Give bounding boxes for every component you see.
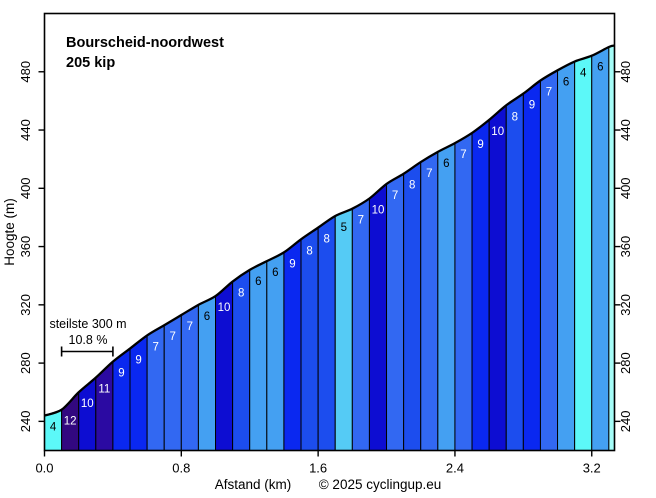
segment-gradient-label: 9 (477, 139, 483, 151)
gradient-bar (505, 92, 524, 451)
x-tick-label: 0.0 (35, 461, 53, 476)
segment-gradient-label: 9 (135, 355, 141, 367)
chart-subtitle: 205 kip (66, 55, 115, 71)
y-tick-label-right: 400 (618, 177, 633, 199)
segment-gradient-label: 10 (491, 126, 504, 138)
segment-gradient-label: 9 (118, 368, 124, 380)
segment-gradient-label: 7 (460, 149, 466, 161)
segment-gradient-label: 6 (563, 76, 569, 88)
copyright-text: © 2025 cyclingup.eu (319, 477, 442, 492)
segment-gradient-label: 10 (372, 204, 385, 216)
gradient-bar (334, 207, 353, 451)
chart-title: Bourscheid-noordwest (66, 35, 224, 51)
gradient-bar (420, 151, 439, 451)
gradient-bar (539, 69, 559, 451)
segment-gradient-label: 9 (529, 100, 535, 112)
gradient-bar (488, 104, 507, 451)
segment-gradient-label: 6 (255, 276, 261, 288)
gradient-bar (351, 197, 370, 451)
segment-gradient-label: 8 (306, 245, 312, 257)
segment-gradient-label: 4 (50, 422, 57, 434)
segment-gradient-label: 8 (409, 180, 415, 192)
gradient-bar (608, 44, 615, 451)
gradient-bar (283, 238, 302, 451)
y-tick-label-left: 280 (18, 352, 33, 374)
y-tick-label-left: 320 (18, 294, 33, 316)
segment-gradient-label: 10 (81, 398, 94, 410)
gradient-bar (403, 161, 422, 451)
profile-line-layer (44, 44, 615, 417)
gradient-bar (112, 347, 131, 451)
segment-gradient-label: 8 (323, 234, 329, 246)
y-axis-label: Hoogte (m) (2, 198, 17, 266)
y-tick-label-left: 400 (18, 177, 33, 199)
segment-gradient-label: 7 (358, 215, 364, 227)
gradient-bar (386, 172, 405, 451)
plot-border (43, 12, 616, 452)
y-tick-label-left: 480 (18, 61, 33, 83)
y-tick-label-left: 360 (18, 236, 33, 258)
segment-gradient-label: 7 (392, 190, 398, 202)
segment-gradient-label: 10 (218, 302, 231, 314)
segment-gradient-label: 7 (170, 331, 176, 343)
gradient-bar (300, 226, 319, 451)
gradient-bar (574, 55, 593, 451)
segment-gradient-label: 6 (443, 158, 449, 170)
y-tick-label-left: 240 (18, 411, 33, 433)
gradient-bar (471, 118, 490, 451)
x-tick-label: 0.8 (172, 461, 190, 476)
gradient-bar (557, 60, 576, 451)
y-tick-label-right: 240 (618, 411, 633, 433)
profile-line (44, 44, 615, 417)
y-tick-label-right: 480 (618, 61, 633, 83)
gradient-bar (317, 215, 336, 451)
steepest-annotation-line2: 10.8 % (69, 333, 108, 347)
gradient-bar (266, 251, 285, 451)
x-axis-label: Afstand (km) (215, 477, 292, 492)
segment-gradient-label: 6 (597, 62, 603, 74)
gradient-bar (437, 142, 456, 451)
segment-gradient-label: 11 (98, 384, 110, 396)
gradient-bar (368, 182, 388, 451)
segment-gradient-label: 6 (272, 267, 278, 279)
segment-gradient-label: 12 (64, 416, 77, 428)
segment-gradient-label: 8 (512, 111, 518, 123)
y-tick-label-right: 360 (618, 236, 633, 258)
segment-gradient-label: 8 (238, 288, 244, 300)
y-tick-label-right: 440 (618, 119, 633, 141)
segment-gradient-label: 7 (152, 341, 158, 353)
segment-gradient-label: 7 (187, 321, 193, 333)
gradient-bar (454, 132, 473, 451)
gradient-bar (249, 260, 268, 451)
segment-gradient-label: 5 (341, 222, 347, 234)
y-tick-label-right: 320 (618, 294, 633, 316)
segment-gradient-label: 7 (426, 168, 432, 180)
gradient-bar (522, 79, 541, 451)
segment-gradient-label: 6 (204, 311, 210, 323)
y-tick-label-left: 440 (18, 119, 33, 141)
steepest-annotation-line1: steilste 300 m (49, 317, 126, 331)
gradient-bar (591, 46, 610, 451)
gradient-bar (129, 334, 148, 451)
x-tick-label: 2.4 (446, 461, 464, 476)
segment-gradient-label: 7 (546, 87, 552, 99)
segment-gradient-label: 9 (289, 258, 295, 270)
x-tick-label: 1.6 (309, 461, 327, 476)
axes-layer: 0.0 0.8 1.6 2.4 3.2 240 240 280 280 320 320 360 360 4… (18, 61, 633, 476)
gradient-bars-layer (44, 44, 615, 451)
y-tick-label-right: 280 (618, 352, 633, 374)
x-tick-label: 3.2 (583, 461, 601, 476)
segment-gradient-label: 4 (580, 68, 587, 80)
